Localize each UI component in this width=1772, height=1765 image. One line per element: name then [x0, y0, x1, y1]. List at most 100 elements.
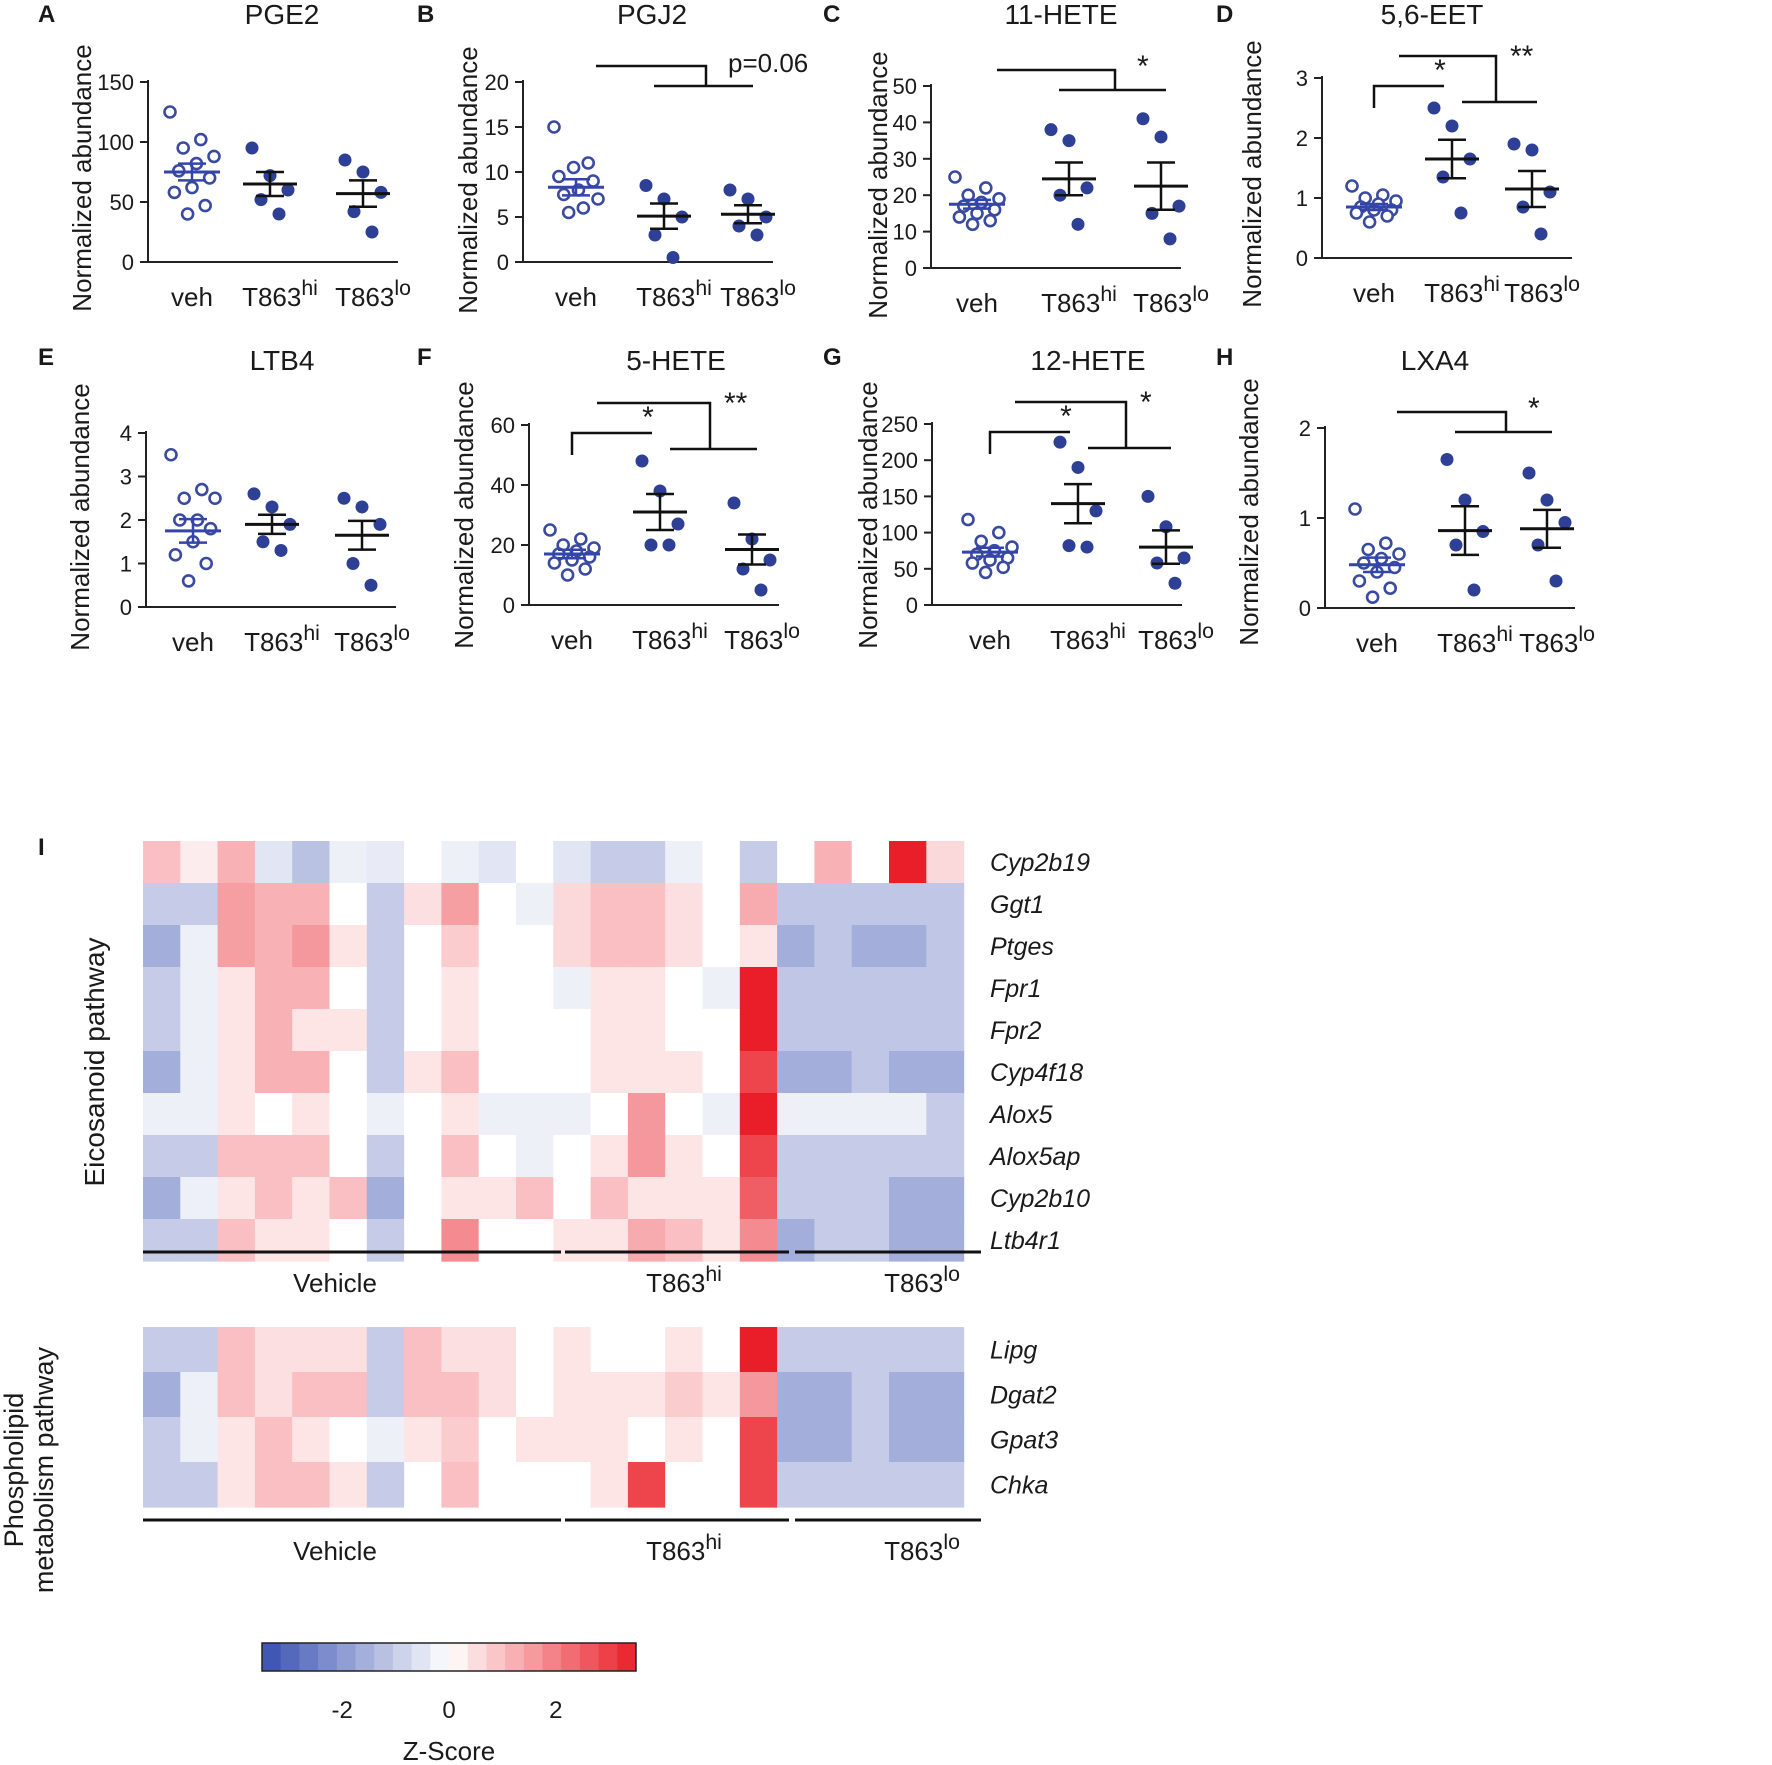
gene-label: Alox5 [988, 1101, 1053, 1129]
heatmap-cell [254, 841, 293, 884]
heatmap-cell [814, 1372, 853, 1418]
legend-tick-label: 2 [549, 1697, 562, 1724]
heatmap-cell [254, 1051, 293, 1094]
gene-label: Alox5ap [988, 1143, 1080, 1171]
heatmap-cell [217, 1417, 256, 1463]
y-axis-label: Normalized abundance [1237, 40, 1267, 307]
y-tick-label: 15 [485, 115, 509, 140]
panel-letter: F [417, 344, 432, 371]
heatmap-cell [516, 1093, 554, 1136]
heatmap-cell [702, 1327, 741, 1373]
heatmap-cell [590, 1327, 629, 1373]
y-tick-label: 0 [122, 250, 134, 275]
data-point [181, 574, 196, 588]
x-tick-label: T863lo [1133, 282, 1209, 318]
data-point [1071, 217, 1085, 231]
legend-tick-label: 0 [442, 1697, 455, 1724]
heatmap-cell [441, 1327, 480, 1373]
heatmap-cell [739, 1093, 778, 1136]
heatmap-cell [627, 967, 666, 1010]
heatmap-cell [777, 967, 815, 1010]
legend-frame [261, 1642, 637, 1672]
heatmap-cell [739, 1009, 778, 1052]
data-point [274, 543, 288, 557]
legend-swatch [505, 1643, 525, 1671]
x-tick-label: T863lo [720, 276, 796, 312]
data-point [1080, 181, 1094, 195]
heatmap-cell [627, 1417, 666, 1463]
heatmap-cell [329, 1177, 368, 1220]
panel-h: H LXA4 Normalized abundance 0 1 2 veh T863hi T86… [1216, 344, 1595, 658]
heatmap-cell [516, 883, 554, 926]
data-point [763, 553, 777, 567]
y-tick-label: 100 [881, 521, 918, 546]
panel-i: I Cyp2b19 Ggt1 Ptges Fpr1 Fpr2 Cyp4f18 Alox5 Alo… [0, 834, 1090, 1593]
heatmap-cell [814, 1462, 853, 1508]
data-point [1379, 536, 1393, 551]
data-point [1427, 101, 1441, 115]
y-tick-label: 20 [893, 183, 917, 208]
y-tick-label: 0 [905, 256, 917, 281]
heatmap-cell [329, 967, 368, 1010]
data-point [952, 210, 967, 224]
data-point [754, 583, 768, 597]
legend-swatch [392, 1643, 413, 1671]
significance-bracket [1372, 84, 1444, 108]
heatmap-cell [665, 1462, 704, 1508]
heatmap-cell [926, 1372, 965, 1418]
x-tick-label: T863lo [335, 276, 411, 312]
heatmap-cell [254, 1462, 293, 1508]
heatmap-cell [366, 1177, 405, 1220]
heatmap-cell [702, 1219, 741, 1262]
data-point [207, 149, 221, 164]
heatmap-cell [665, 1009, 704, 1052]
heatmap-cell [478, 1462, 517, 1508]
heatmap-cell [814, 1177, 853, 1220]
heatmap-cell [814, 1051, 853, 1094]
heatmap-cell [254, 1417, 293, 1463]
data-point [1141, 489, 1155, 503]
heatmap-cell [366, 1327, 405, 1373]
heatmap-cell [889, 883, 927, 926]
heatmap-cell [851, 925, 890, 968]
legend-swatch [318, 1643, 338, 1671]
heatmap-cell [441, 1417, 480, 1463]
heatmap-cell [516, 841, 554, 884]
heatmap-cell [329, 1219, 368, 1262]
heatmap-cell [665, 1372, 704, 1418]
data-point [965, 556, 980, 570]
heatmap-cell [180, 1177, 219, 1220]
heatmap-cell [590, 1462, 629, 1508]
heatmap-cell [254, 925, 293, 968]
data-point [176, 141, 190, 155]
y-tick-label: 0 [1299, 596, 1311, 621]
significance-label: * [1060, 400, 1072, 433]
heatmap-cell [292, 1177, 331, 1220]
y-tick-label: 150 [881, 484, 918, 509]
heatmap-cell [926, 1009, 965, 1052]
pathway-label: metabolism pathway [29, 1346, 59, 1593]
heatmap-cell [665, 1177, 704, 1220]
data-point [1525, 143, 1539, 157]
heatmap-cell [590, 1219, 629, 1262]
data-point [961, 512, 975, 527]
heatmap-cell [739, 925, 778, 968]
heatmap-cell [516, 1372, 554, 1418]
zscore-legend: -2 0 2 Z-Score [261, 1642, 637, 1765]
heatmap-cell [329, 883, 368, 926]
heatmap-cell [217, 925, 256, 968]
data-point [723, 183, 737, 197]
heatmap-cell [702, 1051, 741, 1094]
heatmap-cell [814, 1327, 853, 1373]
y-tick-label: 3 [1296, 66, 1308, 91]
data-point [1352, 574, 1367, 588]
heatmap-cell [553, 1093, 592, 1136]
heatmap-cell [292, 967, 331, 1010]
heatmap-cell [627, 1009, 666, 1052]
data-point [1348, 502, 1362, 516]
data-point [974, 534, 989, 549]
heatmap-cell [329, 1051, 368, 1094]
heatmap-cell [217, 1177, 256, 1220]
heatmap-cell [404, 1327, 442, 1373]
panel-letter: A [38, 1, 55, 28]
